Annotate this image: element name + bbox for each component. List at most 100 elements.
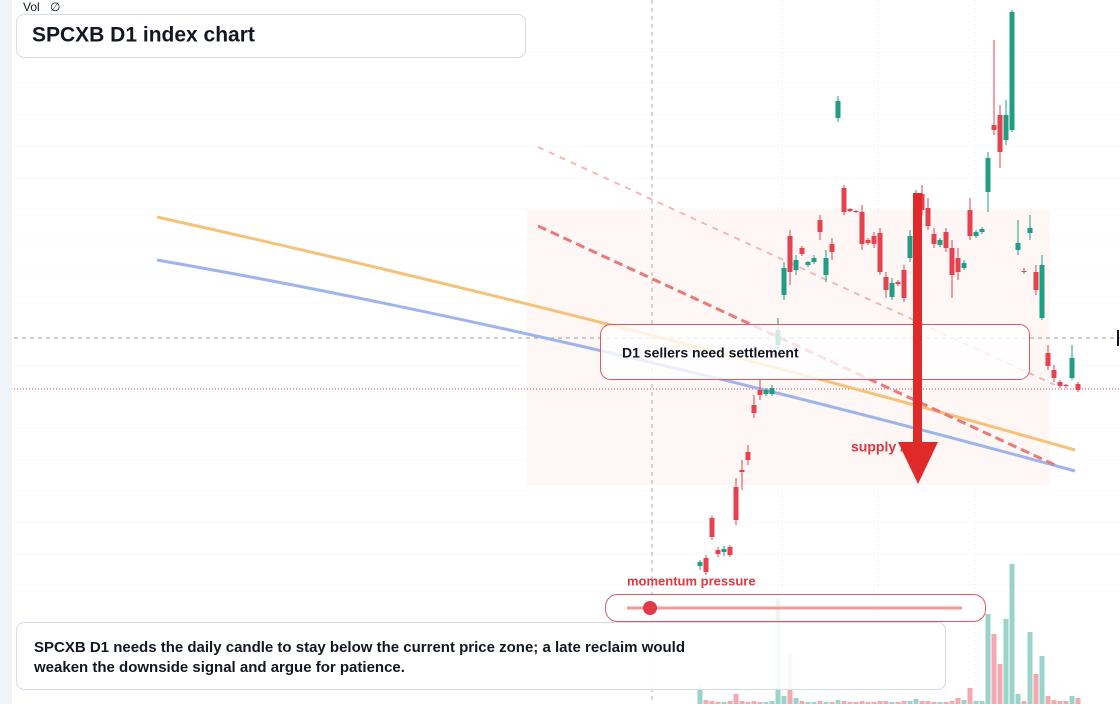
volume-bar [1057,701,1063,704]
volume-bar [967,688,973,704]
candle-body [697,562,703,566]
volume-bar [877,701,883,704]
volume-bar [943,702,949,704]
volume-bar [793,698,799,704]
candle-body [883,277,889,290]
volume-bar [757,702,763,704]
candle-body [949,248,955,275]
volume-bar [733,694,739,704]
volume-bar [805,702,811,704]
volume-bar [913,699,919,704]
volume-bar [1027,632,1033,704]
candle-body [973,232,979,236]
candle-body [907,236,913,258]
volume-bar [1003,619,1009,704]
candle-body [733,487,739,520]
volume-bar [1015,694,1021,704]
candle-body [745,452,751,460]
volume-bar [979,701,985,704]
candle-body [835,101,841,118]
volume-bar [847,702,853,704]
volume-bar [1021,701,1027,704]
volume-bar [1045,696,1051,704]
volume-bar [949,701,955,704]
volume-bar [1033,674,1039,704]
candle-body [763,390,769,394]
volume-bar [715,702,721,704]
volume-bar [937,702,943,704]
note-text: SPCXB D1 needs the daily candle to stay … [34,639,686,676]
volume-bar [727,701,733,704]
candle-body [781,268,787,295]
arrow-shaft [913,193,922,445]
volume-bar [901,701,907,704]
candle-body [889,283,895,297]
candle-body [877,233,883,272]
candle-body [751,405,757,413]
candle-body [985,158,991,192]
volume-bar [709,701,715,704]
candle-body [817,220,823,232]
candle-body [709,518,715,537]
candle-body [727,547,733,555]
note-box [16,622,946,690]
candle-body [865,240,871,243]
candle-body [1009,12,1015,130]
volume-bar [745,702,751,704]
volume-bar [895,702,901,704]
candle-body [925,208,931,226]
candle-body [769,388,775,394]
candle-body [847,209,853,211]
candle-body [955,258,961,272]
volume-bar [931,702,937,704]
volume-bar [799,701,805,704]
vol-icon: ∅ [50,0,60,14]
title: SPCXB D1 index chart [32,24,255,47]
candle-body [871,236,877,244]
candle-body [991,125,997,130]
candle-body [739,470,745,472]
candle-body [1021,271,1027,272]
volume-bar [991,634,997,704]
candle-body [901,270,907,298]
volume-bar [763,702,769,704]
candle-body [895,282,901,284]
candle-body [967,210,973,236]
vol-label: Vol [23,0,40,14]
candle-body [799,248,805,254]
volume-bar [721,702,727,704]
volume-bar [811,702,817,704]
candle-body [961,263,967,268]
volume-bar [955,698,961,704]
candle-body [1027,228,1033,233]
candle-body [1003,115,1009,140]
volume-bar [703,700,709,704]
volume-bar [1039,656,1045,704]
candle-body [937,240,943,245]
volume-bar [1063,701,1069,704]
callout-box [600,324,1030,380]
slider-knob [643,601,657,615]
candle-body [841,188,847,212]
candle-body [787,236,793,272]
candle-body [811,258,817,262]
candle-body [1015,243,1021,250]
volume-bar [889,702,895,704]
title-box [16,14,526,58]
volume-bar [1069,696,1075,704]
volume-bar [1075,698,1081,704]
volume-bar [853,702,859,704]
candle-body [829,244,835,252]
candle-body [793,260,799,270]
volume-bar [835,700,841,704]
candle-body [1033,272,1039,290]
volume-bar [697,684,703,704]
candle-body [1051,370,1057,378]
candle-body [1039,265,1045,318]
candle-body [721,549,727,552]
volume-bar [751,701,757,704]
candle-body [1057,382,1063,386]
callout-text: D1 sellers need settlement [622,345,799,361]
